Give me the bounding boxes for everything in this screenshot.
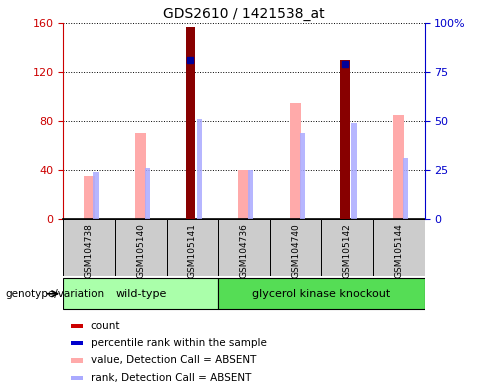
Bar bbox=[248, 170, 253, 219]
Bar bbox=[322, 219, 373, 276]
Text: GSM105140: GSM105140 bbox=[136, 223, 145, 278]
Bar bbox=[71, 341, 83, 345]
Title: GDS2610 / 1421538_at: GDS2610 / 1421538_at bbox=[163, 7, 325, 21]
Text: wild-type: wild-type bbox=[115, 289, 166, 299]
Bar bbox=[145, 168, 150, 219]
Bar bbox=[351, 123, 357, 219]
Bar bbox=[71, 358, 83, 362]
Bar bbox=[63, 278, 218, 310]
Bar bbox=[135, 133, 146, 219]
Bar bbox=[197, 119, 202, 219]
Bar bbox=[300, 133, 305, 219]
Text: GSM105141: GSM105141 bbox=[188, 223, 197, 278]
Bar bbox=[63, 219, 115, 276]
Bar bbox=[115, 219, 166, 276]
Bar bbox=[71, 324, 83, 328]
Bar bbox=[373, 219, 425, 276]
Text: GSM105144: GSM105144 bbox=[394, 223, 403, 278]
Bar bbox=[270, 219, 322, 276]
Bar bbox=[393, 115, 405, 219]
Bar bbox=[238, 170, 250, 219]
Bar bbox=[71, 376, 83, 380]
Text: rank, Detection Call = ABSENT: rank, Detection Call = ABSENT bbox=[91, 373, 251, 383]
Bar bbox=[83, 176, 95, 219]
Text: GSM105142: GSM105142 bbox=[343, 223, 352, 278]
Bar bbox=[218, 219, 270, 276]
Bar bbox=[341, 60, 350, 219]
Bar bbox=[218, 278, 425, 310]
Bar bbox=[186, 27, 195, 219]
Text: value, Detection Call = ABSENT: value, Detection Call = ABSENT bbox=[91, 356, 256, 366]
Text: GSM104736: GSM104736 bbox=[240, 223, 248, 278]
Text: glycerol kinase knockout: glycerol kinase knockout bbox=[252, 289, 390, 299]
Bar bbox=[94, 172, 99, 219]
Text: GSM104738: GSM104738 bbox=[85, 223, 94, 278]
Text: count: count bbox=[91, 321, 120, 331]
Bar bbox=[403, 158, 408, 219]
Text: GSM104740: GSM104740 bbox=[291, 223, 300, 278]
Text: genotype/variation: genotype/variation bbox=[5, 289, 104, 299]
Text: percentile rank within the sample: percentile rank within the sample bbox=[91, 338, 266, 348]
Bar bbox=[290, 103, 301, 219]
Bar bbox=[166, 219, 218, 276]
